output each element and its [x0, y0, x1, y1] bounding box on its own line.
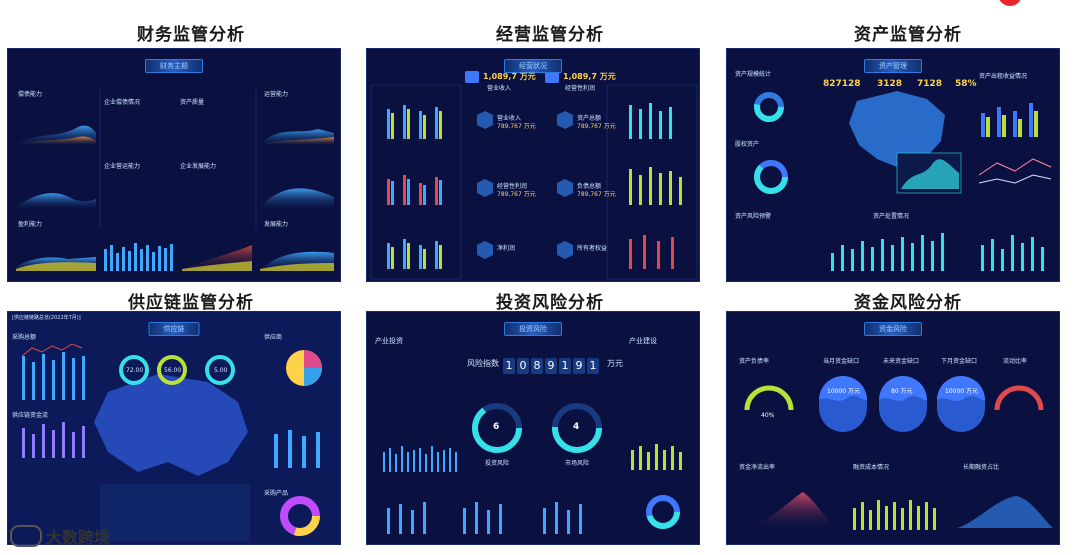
supply-charts: [21, 343, 322, 542]
finance-label-3: 资产质量: [180, 99, 205, 106]
invest-digit-5: 1: [559, 358, 571, 374]
invest-digit-3: 8: [531, 358, 543, 374]
invest-left-title: 产业投资: [375, 337, 403, 345]
assets-label-5: 资产出租收益情况: [979, 73, 1028, 80]
fund-circle-3: 10000 万元: [945, 388, 978, 395]
invest-gauge-2-value: 4: [573, 422, 580, 432]
finance-label-4: 运营能力: [264, 91, 289, 98]
invest-unit: 万元: [607, 359, 623, 368]
fund-circle-2: 80 万元: [891, 388, 913, 395]
supply-label-2: 供应链资金流: [12, 412, 49, 419]
operation-row-3: 净利润: [497, 245, 516, 252]
invest-digit-4: 9: [545, 358, 557, 374]
assets-counter-1: 827128: [823, 79, 861, 89]
operation-row-1: 营业收入: [497, 115, 522, 122]
panel-finance[interactable]: 财务主题 偿债能力 企业偿债情况 资产质量 运营能力 企业营运能力 企业发展能力…: [7, 48, 341, 282]
operation-value-3: 789,767 万元: [497, 191, 536, 198]
assets-counter-2: 3128: [877, 79, 903, 89]
operation-kpi-2: 1,089,7 万元: [563, 72, 616, 81]
invest-digit-6: 9: [573, 358, 585, 374]
invest-gauge-1-value: 6: [493, 422, 500, 432]
finance-label-5: 企业营运能力: [104, 163, 141, 170]
invest-charts: [383, 403, 682, 534]
operation-tag: 经营状况: [504, 59, 562, 73]
fund-label-2: 当月资金缺口: [823, 358, 860, 365]
fund-label-6: 资金净流出率: [739, 464, 776, 471]
assets-label-4: 资产处置情况: [873, 213, 910, 220]
fund-gauge-value: 40%: [761, 412, 775, 419]
finance-label-1: 偿债能力: [18, 91, 43, 98]
fund-label-5: 流动比率: [1003, 358, 1028, 365]
supply-circle-3: 5.00: [214, 367, 228, 374]
invest-gauge-2-label: 市场风险: [565, 460, 590, 467]
operation-kpi-1-label: 营业收入: [487, 85, 512, 92]
fund-label-4: 下月资金缺口: [941, 358, 978, 365]
finance-tag: 财务主题: [145, 59, 203, 73]
supply-tag: 供应链: [148, 322, 200, 336]
title-supply: 供应链监管分析: [128, 293, 254, 313]
fund-label-8: 长期融资占比: [963, 464, 1000, 471]
fund-label-1: 资产负债率: [739, 358, 770, 365]
title-invest: 投资风险分析: [496, 293, 604, 313]
invest-tag: 投资风险: [504, 322, 562, 336]
assets-label-2: 股权资产: [735, 141, 760, 148]
supply-circle-1: 72.00: [126, 367, 144, 374]
finance-label-7: 盈利能力: [18, 221, 43, 228]
fund-label-7: 融资成本情况: [853, 464, 890, 471]
assets-label-1: 资产规模统计: [735, 71, 772, 78]
supply-header: [供应链链路总览(2022年7月)]: [12, 315, 81, 321]
operation-kpi-2-label: 经营性利润: [565, 85, 596, 92]
invest-digit-7: 1: [587, 358, 599, 374]
assets-charts: [754, 91, 1052, 271]
assets-counter-4: 58%: [955, 79, 977, 89]
finance-charts: [16, 89, 334, 271]
operation-value-2: 789,767 万元: [577, 123, 616, 130]
brand-corner-dot: [998, 0, 1022, 6]
assets-counter-3: 7128: [917, 79, 943, 89]
fund-circle-1: 10000 万元: [827, 388, 860, 395]
brand-mark-icon: [10, 525, 42, 547]
brand-text: 大数跨境: [46, 528, 111, 547]
supply-label-4: 采购产品: [264, 490, 289, 497]
fund-charts: [741, 376, 1053, 530]
operation-value-1: 789,767 万元: [497, 123, 536, 130]
invest-digit-2: 0: [517, 358, 529, 374]
invest-digit-1: 1: [503, 358, 515, 374]
operation-row-2: 经营性利润: [497, 183, 528, 190]
title-fund: 资金风险分析: [854, 293, 962, 313]
operation-row-6: 所有者权益: [577, 245, 608, 252]
invest-right-title: 产业建设: [629, 337, 657, 345]
operation-row-4: 资产总额: [577, 115, 602, 122]
title-finance: 财务监管分析: [137, 25, 245, 45]
title-operation: 经营监管分析: [496, 25, 604, 45]
title-assets: 资产监管分析: [854, 25, 962, 45]
finance-label-6: 企业发展能力: [180, 163, 217, 170]
assets-label-3: 资产风险预警: [735, 213, 772, 220]
finance-label-2: 企业偿债情况: [104, 99, 141, 106]
panel-fund[interactable]: 资金风险 资产负债率 当月资金缺口 未来资金缺口 下月资金缺口 流动比率 资金净…: [726, 311, 1060, 545]
invest-gauge-1-label: 投资风险: [485, 460, 510, 467]
fund-label-3: 未来资金缺口: [883, 358, 920, 365]
supply-circle-2: 56.00: [164, 367, 182, 374]
panel-supply[interactable]: 供应链 [供应链链路总览(2022年7月)] 72.00 56.00 5.00 …: [7, 311, 341, 545]
fund-tag: 资金风险: [864, 322, 922, 336]
panel-assets[interactable]: 资产管理 827128 3128 7128 58% 资产规模统计 股权资产 资产…: [726, 48, 1060, 282]
panel-operation[interactable]: 经营状况 1,089,7 万元 1,089,7 万元 营业收入 经营性利润 营业…: [366, 48, 700, 282]
finance-label-8: 发展能力: [264, 221, 289, 228]
supply-label-1: 采购总额: [12, 334, 37, 341]
supply-label-3: 供应商: [264, 334, 283, 341]
assets-tag: 资产管理: [864, 59, 922, 73]
operation-row-5: 负债总额: [577, 183, 602, 190]
operation-kpi-1: 1,089,7 万元: [483, 72, 536, 81]
invest-risk-label: 风险指数: [467, 359, 499, 368]
operation-charts: [370, 71, 698, 280]
operation-value-4: 789,767 万元: [577, 191, 616, 198]
brand-logo: 大数跨境: [10, 524, 110, 548]
